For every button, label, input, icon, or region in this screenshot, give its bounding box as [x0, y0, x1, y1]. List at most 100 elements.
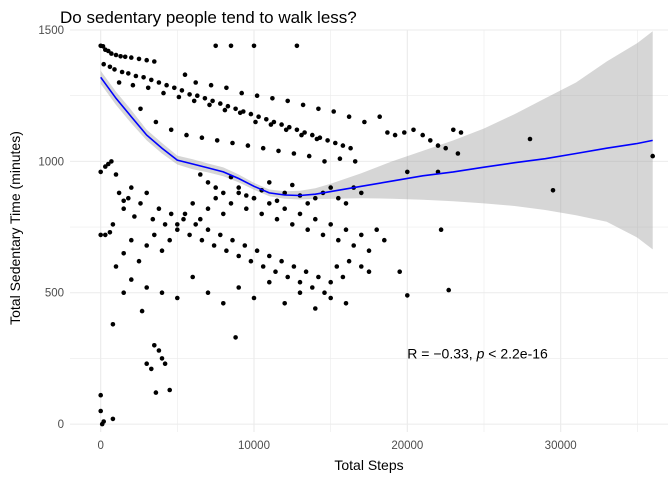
data-point — [99, 421, 105, 427]
data-point — [310, 132, 315, 138]
data-point — [299, 132, 304, 138]
data-point — [129, 277, 134, 282]
data-point — [138, 106, 143, 112]
data-point — [455, 151, 461, 156]
data-point — [303, 269, 309, 275]
data-point — [282, 301, 288, 306]
data-point — [297, 211, 303, 217]
data-point — [411, 127, 416, 133]
data-point — [199, 237, 205, 243]
data-point — [153, 390, 159, 395]
data-point — [228, 43, 234, 49]
data-point — [110, 222, 116, 227]
data-point — [138, 201, 143, 206]
data-point — [167, 387, 172, 393]
data-point — [224, 248, 229, 253]
data-point — [527, 136, 533, 142]
data-point — [213, 43, 218, 49]
data-point — [260, 264, 266, 269]
data-point — [112, 67, 117, 72]
data-point — [119, 69, 125, 75]
data-point — [193, 222, 198, 227]
data-point — [195, 93, 200, 98]
data-point — [152, 343, 157, 348]
confidence-ribbon — [100, 31, 653, 250]
data-point — [305, 227, 311, 232]
data-point — [126, 195, 131, 201]
data-point — [267, 253, 272, 259]
data-point — [392, 132, 398, 138]
data-point — [325, 138, 330, 143]
annotation-p-value: < 2.2e-16 — [484, 345, 548, 361]
data-point — [187, 232, 192, 238]
data-point — [230, 140, 235, 146]
data-point — [291, 151, 297, 156]
x-tick-label: 30000 — [545, 440, 577, 452]
data-point — [287, 124, 292, 130]
data-point — [175, 295, 180, 301]
data-point — [290, 222, 295, 227]
data-point — [190, 201, 195, 206]
data-point — [348, 145, 353, 151]
data-point — [254, 93, 260, 98]
x-tick-label: 0 — [97, 440, 103, 452]
data-point — [98, 392, 103, 398]
data-point — [316, 106, 321, 112]
x-axis-ticks: 0 10000 20000 30000 — [97, 440, 576, 452]
x-axis-title: Total Steps — [334, 457, 403, 473]
data-point — [161, 90, 166, 96]
data-point — [218, 232, 223, 238]
grid-lines — [70, 29, 668, 432]
data-point — [313, 216, 318, 222]
data-point — [213, 185, 218, 190]
data-point — [402, 130, 407, 135]
data-point — [267, 201, 272, 206]
data-point — [274, 216, 280, 222]
data-point — [443, 145, 449, 151]
data-point — [346, 114, 352, 119]
data-point — [118, 54, 123, 59]
data-point — [366, 248, 372, 253]
data-point — [107, 64, 113, 70]
data-point — [420, 132, 426, 138]
data-point — [438, 227, 444, 232]
data-point — [359, 264, 364, 269]
data-point — [208, 82, 214, 88]
chart-title: Do sedentary people tend to walk less? — [60, 8, 357, 27]
data-point — [385, 130, 390, 135]
data-point — [210, 98, 215, 104]
data-point — [428, 138, 433, 143]
data-point — [156, 348, 162, 353]
data-point — [259, 211, 265, 217]
data-point — [253, 119, 258, 125]
data-point — [276, 148, 281, 154]
data-point — [205, 290, 211, 296]
data-point — [121, 198, 126, 204]
data-point — [153, 119, 159, 125]
x-tick-label: 10000 — [238, 440, 270, 452]
data-point — [322, 159, 327, 164]
data-point — [144, 190, 149, 196]
data-point — [233, 335, 238, 340]
data-point — [149, 77, 154, 83]
data-point — [270, 96, 275, 101]
data-point — [176, 94, 182, 100]
data-point — [236, 185, 241, 190]
data-point — [233, 106, 238, 112]
data-point — [199, 135, 205, 140]
data-point — [336, 195, 341, 201]
data-point — [366, 269, 372, 275]
data-point — [144, 285, 149, 290]
smooth-line — [100, 76, 653, 197]
data-point — [351, 243, 357, 248]
data-point — [221, 211, 226, 217]
data-point — [294, 127, 300, 133]
data-point — [300, 102, 306, 108]
data-point — [100, 44, 106, 49]
y-tick-label: 1500 — [38, 25, 64, 37]
y-axis-ticks: 0 500 1000 1500 — [38, 25, 64, 431]
data-point — [343, 227, 349, 232]
data-point — [205, 206, 211, 211]
data-point — [211, 243, 217, 248]
data-point — [121, 206, 126, 211]
